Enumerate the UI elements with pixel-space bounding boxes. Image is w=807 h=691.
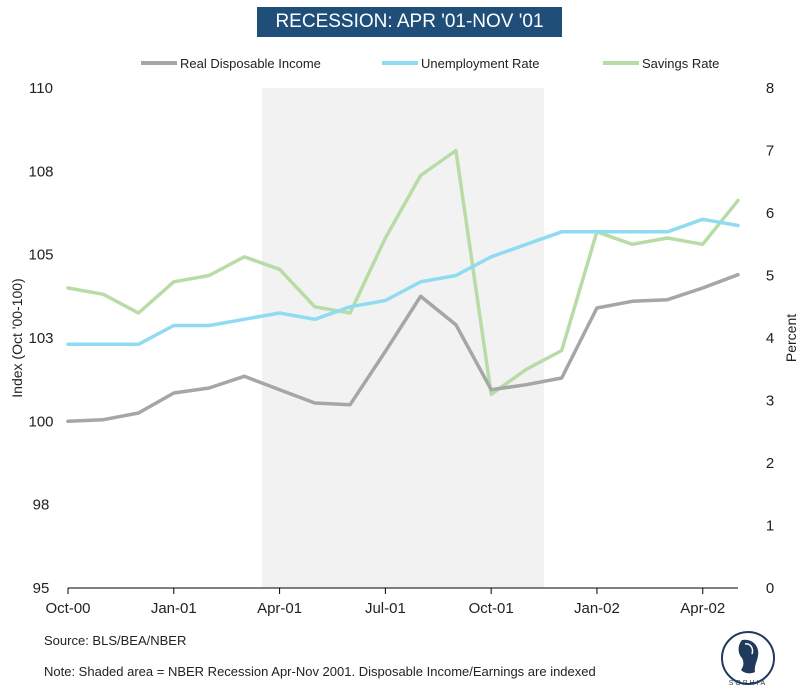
legend-label: Unemployment Rate: [421, 56, 540, 71]
y-left-tick-label: 110: [29, 80, 53, 97]
y-right-tick-label: 5: [766, 268, 774, 285]
y-left-tick-label: 98: [33, 497, 50, 514]
y-right-tick-label: 4: [766, 330, 774, 347]
y-right-tick-label: 8: [766, 80, 774, 97]
x-tick-label: Oct-00: [45, 600, 90, 617]
series-line-real-disposable-income: [66, 272, 740, 424]
y-right-tick-label: 6: [766, 205, 774, 222]
y-left-tick-label: 95: [33, 580, 50, 597]
legend-label: Real Disposable Income: [180, 56, 321, 71]
y-right-tick-label: 3: [766, 393, 774, 410]
y-left-tick-label: 100: [28, 413, 53, 430]
y-right-tick-label: 2: [766, 455, 774, 472]
x-tick-label: Jan-01: [151, 600, 197, 617]
svg-text:SOPHIA: SOPHIA: [729, 680, 767, 687]
x-tick-label: Oct-01: [469, 600, 514, 617]
series-line-savings-rate: [66, 148, 740, 397]
y-left-tick-label: 108: [28, 163, 53, 180]
recession-shading: [261, 88, 545, 588]
series-line-unemployment-rate: [66, 217, 740, 347]
y-right-axis-title: Percent: [783, 314, 799, 362]
sophia-logo: SOPHIA: [721, 631, 775, 687]
x-tick-label: Apr-01: [257, 600, 302, 617]
x-tick-label: Jan-02: [574, 600, 620, 617]
y-right-tick-label: 7: [766, 143, 774, 160]
y-left-tick-label: 103: [28, 330, 53, 347]
footnote: Note: Shaded area = NBER Recession Apr-N…: [44, 664, 596, 679]
y-right-tick-label: 1: [766, 518, 774, 535]
y-left-axis-title: Index (Oct '00-100): [9, 278, 25, 397]
source-note: Source: BLS/BEA/NBER: [44, 633, 187, 648]
x-tick-label: Jul-01: [365, 600, 406, 617]
chart-title: RECESSION: APR '01-NOV '01: [257, 7, 562, 37]
legend-label: Savings Rate: [642, 56, 719, 71]
y-right-tick-label: 0: [766, 580, 774, 597]
x-tick-label: Apr-02: [680, 600, 725, 617]
y-left-tick-label: 105: [28, 247, 53, 264]
